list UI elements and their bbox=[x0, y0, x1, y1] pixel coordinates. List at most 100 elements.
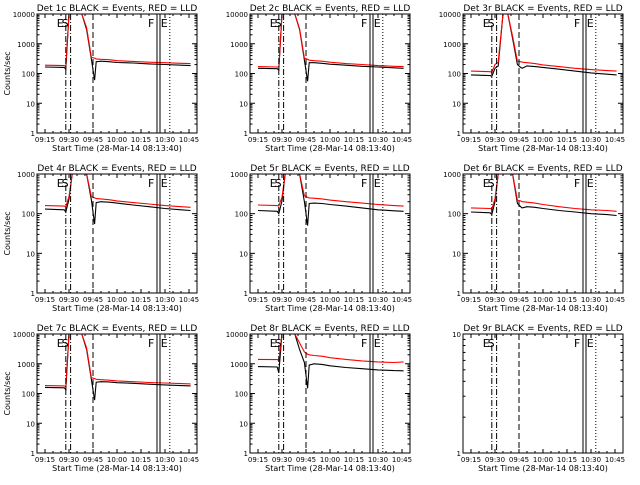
x-tick-label: 10:15 bbox=[131, 136, 151, 144]
y-tick-label: 10 bbox=[239, 250, 248, 258]
y-tick-label: 10000 bbox=[13, 331, 35, 339]
plot-frame bbox=[249, 173, 411, 294]
x-tick-label: 09:45 bbox=[296, 296, 316, 304]
marker-label: S bbox=[488, 177, 495, 190]
x-tick-label: 10:00 bbox=[533, 456, 553, 464]
x-tick-label: 10:00 bbox=[320, 296, 340, 304]
y-tick-label: 1 bbox=[457, 450, 461, 458]
marker-label: F bbox=[148, 337, 154, 350]
y-axis-label: Counts/sec bbox=[3, 51, 12, 95]
x-tick-label: 10:00 bbox=[107, 456, 127, 464]
marker-label: E bbox=[57, 177, 64, 190]
y-tick-label: 1000 bbox=[443, 171, 461, 179]
events-series-line bbox=[44, 174, 191, 225]
y-tick-label: 1 bbox=[457, 130, 461, 138]
y-tick-label: 100 bbox=[235, 211, 248, 219]
x-axis-label: Start Time (28-Mar-14 08:13:40) bbox=[52, 464, 182, 473]
marker-label: F bbox=[574, 337, 580, 350]
lld-series-line bbox=[470, 14, 617, 74]
y-tick-label: 1000 bbox=[17, 41, 35, 49]
marker-label: E bbox=[483, 177, 490, 190]
x-tick-label: 09:15 bbox=[248, 456, 268, 464]
x-axis-label: Start Time (28-Mar-14 08:13:40) bbox=[52, 144, 182, 153]
y-tick-label: 1 bbox=[244, 290, 248, 298]
plot-frame bbox=[462, 173, 624, 294]
marker-label: E bbox=[374, 177, 381, 190]
y-tick-label: 1 bbox=[457, 290, 461, 298]
x-tick-label: 10:15 bbox=[557, 456, 577, 464]
marker-label: F bbox=[574, 177, 580, 190]
x-tick-label: 09:45 bbox=[83, 296, 103, 304]
marker-label: F bbox=[361, 337, 367, 350]
plot-title: Det 1c BLACK = Events, RED = LLD bbox=[37, 4, 198, 14]
x-tick-label: 09:15 bbox=[461, 136, 481, 144]
marker-label: E bbox=[374, 17, 381, 30]
marker-label: E bbox=[587, 337, 594, 350]
y-tick-label: 1 bbox=[244, 130, 248, 138]
events-series-line bbox=[44, 334, 191, 401]
x-axis-label: Start Time (28-Mar-14 08:13:40) bbox=[265, 464, 395, 473]
x-tick-label: 09:30 bbox=[272, 136, 292, 144]
marker-label: E bbox=[270, 177, 277, 190]
marker-label: F bbox=[574, 17, 580, 30]
events-series-line bbox=[257, 334, 404, 389]
x-axis-label: Start Time (28-Mar-14 08:13:40) bbox=[265, 144, 395, 153]
marker-label: S bbox=[275, 177, 282, 190]
x-tick-label: 09:45 bbox=[296, 136, 316, 144]
x-tick-label: 09:45 bbox=[296, 456, 316, 464]
y-tick-label: 100 bbox=[22, 71, 35, 79]
marker-label: E bbox=[483, 17, 490, 30]
y-tick-label: 10 bbox=[26, 250, 35, 258]
lld-series-line bbox=[44, 174, 191, 208]
x-tick-label: 10:30 bbox=[155, 296, 175, 304]
y-tick-label: 100 bbox=[22, 391, 35, 399]
y-tick-label: 1000 bbox=[443, 41, 461, 49]
marker-label: E bbox=[161, 17, 168, 30]
lld-series-line bbox=[257, 14, 404, 69]
y-tick-label: 1000 bbox=[230, 361, 248, 369]
x-tick-label: 10:45 bbox=[179, 136, 199, 144]
plot-title: Det 8r BLACK = Events, RED = LLD bbox=[250, 324, 409, 334]
plot-title: Det 3r BLACK = Events, RED = LLD bbox=[463, 4, 622, 14]
y-tick-label: 100 bbox=[235, 71, 248, 79]
x-axis-label: Start Time (28-Mar-14 08:13:40) bbox=[478, 304, 608, 313]
x-tick-label: 10:45 bbox=[179, 296, 199, 304]
x-tick-label: 10:45 bbox=[605, 136, 625, 144]
marker-label: S bbox=[488, 17, 495, 30]
x-tick-label: 10:30 bbox=[581, 296, 601, 304]
x-tick-label: 09:30 bbox=[485, 136, 505, 144]
x-tick-label: 10:45 bbox=[605, 296, 625, 304]
events-series-line bbox=[470, 14, 617, 78]
marker-label: E bbox=[161, 177, 168, 190]
marker-label: S bbox=[275, 17, 282, 30]
y-tick-label: 10000 bbox=[13, 11, 35, 19]
marker-label: E bbox=[57, 337, 64, 350]
marker-label: S bbox=[62, 337, 69, 350]
x-tick-label: 09:30 bbox=[485, 456, 505, 464]
y-tick-label: 100 bbox=[448, 71, 461, 79]
x-tick-label: 10:00 bbox=[107, 296, 127, 304]
x-tick-label: 10:30 bbox=[581, 456, 601, 464]
plot-frame bbox=[36, 173, 198, 294]
x-tick-label: 10:45 bbox=[605, 456, 625, 464]
x-tick-label: 10:30 bbox=[368, 296, 388, 304]
plot-title: Det 5r BLACK = Events, RED = LLD bbox=[250, 164, 409, 174]
x-tick-label: 09:30 bbox=[59, 136, 79, 144]
x-tick-label: 09:15 bbox=[35, 456, 55, 464]
x-axis-label: Start Time (28-Mar-14 08:13:40) bbox=[52, 304, 182, 313]
x-tick-label: 10:00 bbox=[107, 136, 127, 144]
marker-label: F bbox=[361, 177, 367, 190]
y-tick-label: 10 bbox=[26, 420, 35, 428]
marker-label: E bbox=[587, 17, 594, 30]
x-axis-label: Start Time (28-Mar-14 08:13:40) bbox=[478, 144, 608, 153]
x-tick-label: 10:45 bbox=[179, 456, 199, 464]
x-tick-label: 09:30 bbox=[59, 456, 79, 464]
